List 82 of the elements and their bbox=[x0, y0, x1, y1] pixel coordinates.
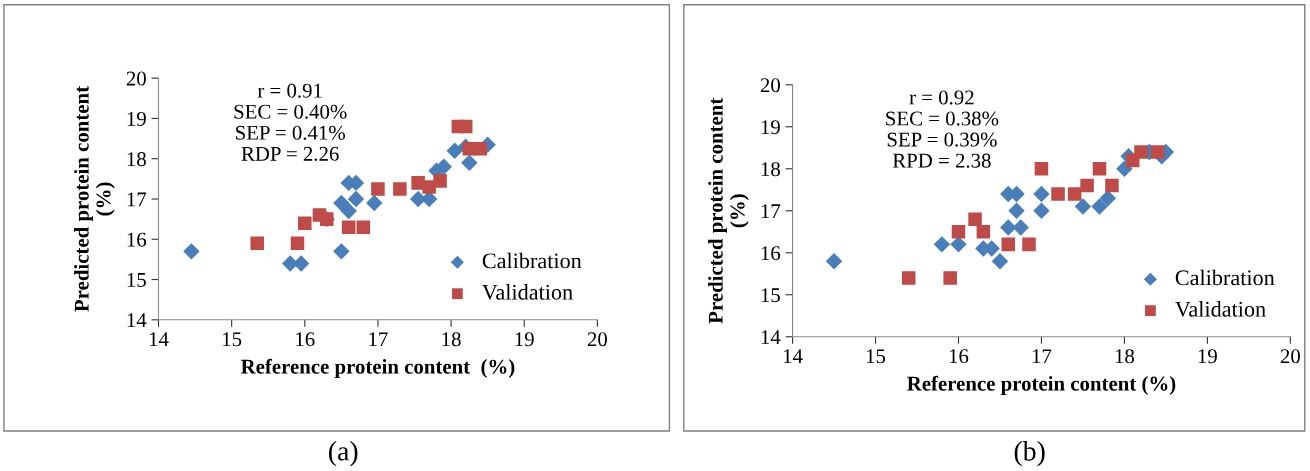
point bbox=[991, 252, 1009, 270]
y-tick-label: 16 bbox=[761, 246, 781, 261]
y-tick-label: 19 bbox=[761, 120, 780, 135]
y-tick-label: 19 bbox=[127, 111, 146, 126]
point bbox=[1033, 202, 1050, 219]
x-tick-label: 19 bbox=[515, 332, 534, 347]
point bbox=[976, 225, 991, 239]
point bbox=[290, 236, 305, 251]
point bbox=[1000, 219, 1017, 236]
point bbox=[341, 220, 356, 234]
y-tick-label: 18 bbox=[127, 152, 146, 167]
x-tick-label: 19 bbox=[1198, 349, 1217, 364]
legend-label: Validation bbox=[482, 284, 573, 300]
point bbox=[347, 190, 365, 208]
point bbox=[1105, 178, 1119, 193]
point bbox=[950, 236, 967, 253]
point bbox=[1067, 187, 1082, 201]
x-tick-label: 14 bbox=[149, 332, 169, 347]
point bbox=[1012, 219, 1029, 236]
x-tick-label: 15 bbox=[866, 349, 886, 364]
point bbox=[473, 141, 488, 156]
point bbox=[298, 216, 312, 230]
point bbox=[1022, 237, 1036, 252]
point bbox=[1033, 185, 1050, 203]
point bbox=[943, 271, 957, 285]
point bbox=[461, 154, 478, 171]
y-tick-label: 20 bbox=[126, 71, 146, 86]
point bbox=[1080, 178, 1094, 193]
point bbox=[458, 119, 473, 134]
x-tick-label: 17 bbox=[1032, 349, 1052, 364]
point bbox=[1092, 162, 1107, 176]
x-tick-label: 16 bbox=[296, 332, 315, 347]
y-tick-label: 20 bbox=[760, 78, 780, 93]
point bbox=[1134, 145, 1148, 159]
point bbox=[933, 236, 951, 253]
legend-label: Validation bbox=[1175, 301, 1266, 317]
y-axis-title: Predicted protein content (%) bbox=[74, 86, 115, 312]
text: (a) bbox=[329, 441, 358, 467]
x-tick-label: 18 bbox=[442, 332, 461, 347]
x-tick-label: 15 bbox=[223, 332, 242, 347]
point bbox=[968, 212, 982, 226]
point bbox=[1150, 145, 1165, 159]
point bbox=[340, 202, 357, 220]
point bbox=[366, 194, 383, 212]
point bbox=[1074, 198, 1092, 215]
point bbox=[825, 252, 843, 270]
x-tick-label: 18 bbox=[1115, 349, 1135, 364]
point bbox=[446, 142, 463, 159]
x-tick-label: 20 bbox=[1280, 349, 1300, 364]
y-axis-title: Predicted protein content (%) bbox=[708, 97, 749, 324]
text: (b) bbox=[1014, 441, 1045, 467]
point bbox=[1001, 237, 1016, 252]
point bbox=[901, 271, 916, 285]
point bbox=[371, 182, 385, 196]
legend-label: Calibration bbox=[1175, 269, 1275, 286]
point bbox=[433, 174, 447, 188]
point bbox=[183, 243, 200, 260]
legend-label: Calibration bbox=[482, 252, 582, 269]
y-tick-label: 15 bbox=[761, 288, 780, 303]
point bbox=[393, 182, 407, 196]
x-tick-label: 20 bbox=[587, 332, 607, 347]
x-tick-label: 16 bbox=[949, 349, 969, 364]
point bbox=[333, 243, 350, 260]
y-tick-label: 17 bbox=[761, 204, 781, 218]
point bbox=[356, 220, 371, 234]
x-tick-label: 14 bbox=[783, 349, 803, 364]
y-tick-label: 17 bbox=[127, 192, 147, 207]
y-tick-label: 14 bbox=[127, 313, 147, 328]
point bbox=[951, 225, 966, 239]
y-tick-label: 18 bbox=[761, 162, 780, 177]
y-tick-label: 15 bbox=[127, 273, 146, 287]
annotation: r = 0.92 SEC = 0.38% SEP = 0.39% RPD = 2.38 bbox=[886, 90, 999, 168]
annotation: r = 0.91 SEC = 0.40% SEP = 0.41% RDP = 2.26 bbox=[234, 83, 347, 161]
x-tick-label: 17 bbox=[369, 332, 388, 347]
x-axis-title: Reference protein content (%) bbox=[240, 358, 515, 378]
point bbox=[250, 236, 265, 251]
point bbox=[1051, 187, 1065, 201]
point bbox=[1034, 162, 1049, 176]
point bbox=[1091, 198, 1108, 215]
point bbox=[1008, 202, 1025, 219]
x-axis-title: Reference protein content (%) bbox=[907, 375, 1176, 395]
y-tick-label: 16 bbox=[127, 232, 147, 247]
